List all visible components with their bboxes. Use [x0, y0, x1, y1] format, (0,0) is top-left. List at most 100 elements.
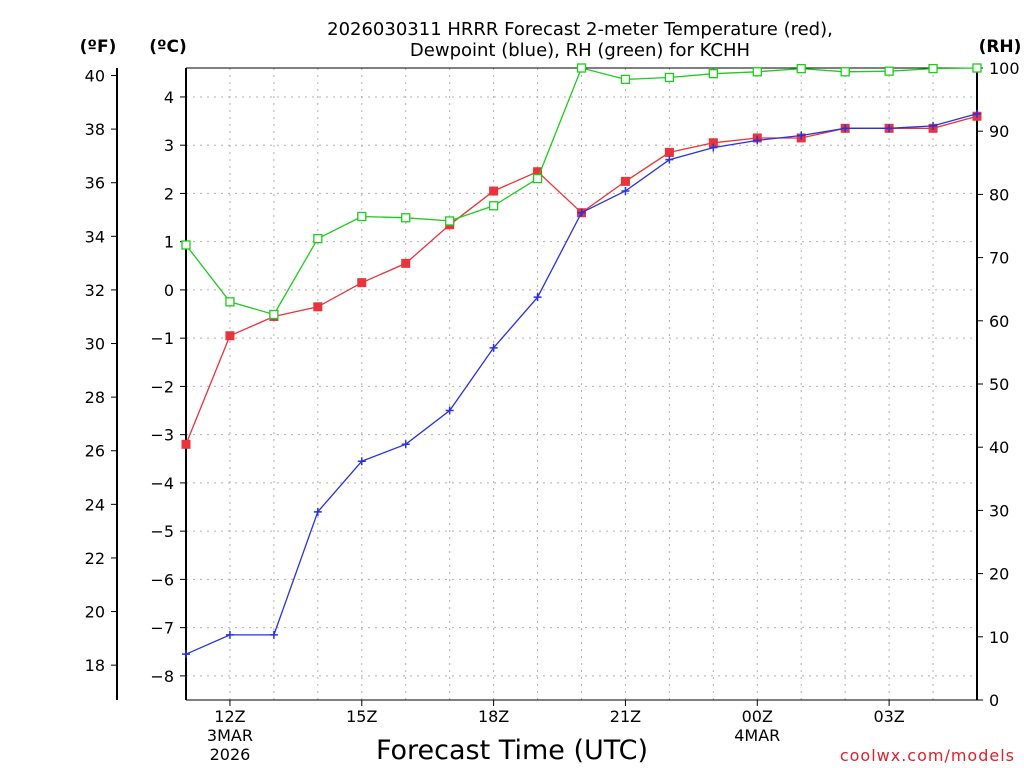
dewpoint-point	[225, 630, 234, 639]
temperature-point	[225, 331, 235, 341]
celsius-tick-label: 1	[164, 233, 174, 252]
temperature-point	[357, 278, 367, 288]
rh-point	[664, 72, 675, 83]
celsius-tick-label: −5	[150, 522, 174, 541]
celsius-tick-label: −7	[150, 619, 174, 638]
dewpoint-point	[841, 124, 850, 133]
dewpoint-point	[182, 650, 190, 659]
temperature-point	[664, 147, 674, 157]
dewpoint-point	[753, 136, 762, 145]
rh-point	[269, 309, 279, 320]
fahrenheit-tick-label: 40	[85, 67, 105, 86]
celsius-unit-label: (ºC)	[149, 37, 187, 57]
celsius-tick-label: −3	[150, 426, 174, 445]
rh-tick-label: 10	[989, 628, 1009, 647]
rh-tick-label: 50	[989, 375, 1009, 394]
dewpoint-point	[313, 507, 322, 516]
x-tick-label: 4MAR	[734, 726, 780, 745]
credit-text: coolwx.com/models	[840, 746, 1015, 765]
x-tick-label: 3MAR	[207, 726, 253, 745]
celsius-tick-label: −2	[150, 377, 174, 396]
fahrenheit-tick-label: 32	[85, 281, 105, 300]
x-tick-label: 15Z	[346, 707, 377, 726]
fahrenheit-tick-label: 18	[85, 656, 105, 675]
dewpoint-point	[973, 109, 981, 118]
celsius-tick-label: −4	[150, 474, 174, 493]
title-line-2: Dewpoint (blue), RH (green) for KCHH	[410, 40, 750, 61]
celsius-tick-label: −8	[150, 667, 174, 686]
celsius-tick-label: −1	[150, 329, 174, 348]
dewpoint-point	[885, 124, 894, 133]
rh-point	[928, 63, 938, 74]
rh-point	[840, 67, 850, 77]
temperature-point	[181, 439, 191, 449]
dewpoint-point	[665, 155, 674, 164]
series-rh	[181, 63, 982, 320]
rh-tick-label: 70	[989, 249, 1009, 268]
rh-point	[488, 201, 499, 211]
dewpoint-point	[533, 293, 542, 302]
rh-point	[620, 74, 631, 85]
fahrenheit-tick-label: 28	[85, 388, 105, 407]
rh-point	[313, 233, 323, 244]
rh-point	[401, 213, 411, 223]
celsius-tick-label: 3	[164, 136, 174, 155]
x-tick-label: 2026	[210, 745, 251, 764]
dewpoint-point	[269, 630, 278, 639]
rh-tick-label: 60	[989, 312, 1009, 331]
temperature-point	[620, 176, 630, 186]
fahrenheit-tick-label: 24	[85, 495, 105, 514]
x-tick-label: 12Z	[214, 707, 245, 726]
rh-unit-label: (RH)	[979, 37, 1022, 57]
x-tick-label: 21Z	[610, 707, 641, 726]
temperature-point	[313, 302, 323, 312]
x-tick-label: 00Z	[742, 707, 773, 726]
x-tick-label: 18Z	[478, 707, 509, 726]
fahrenheit-tick-label: 20	[85, 603, 105, 622]
rh-point	[225, 297, 235, 307]
temperature-point	[401, 258, 411, 268]
fahrenheit-tick-label: 38	[85, 120, 105, 139]
dewpoint-point	[489, 343, 498, 352]
celsius-tick-label: 4	[164, 88, 174, 107]
celsius-tick-label: 0	[164, 281, 174, 300]
rh-point	[884, 66, 894, 76]
axes: −8−7−6−5−4−3−2−1012341820222426283032343…	[85, 59, 1020, 764]
rh-point	[181, 240, 191, 250]
dewpoint-point	[709, 143, 718, 152]
dewpoint-point	[357, 457, 366, 466]
celsius-tick-label: 2	[164, 184, 174, 203]
fahrenheit-tick-label: 30	[85, 335, 105, 354]
rh-tick-label: 20	[989, 565, 1009, 584]
dewpoint-point	[445, 406, 454, 415]
rh-point	[357, 211, 367, 222]
rh-point	[576, 63, 587, 73]
grid-lines	[186, 68, 977, 700]
series-dewpoint	[182, 109, 981, 659]
rh-point	[532, 173, 543, 184]
temperature-line	[185, 115, 978, 445]
rh-point	[708, 69, 718, 79]
dewpoint-point	[577, 208, 586, 217]
rh-tick-label: 40	[989, 438, 1009, 457]
rh-point	[972, 63, 982, 73]
rh-tick-label: 80	[989, 185, 1009, 204]
fahrenheit-tick-label: 26	[85, 442, 105, 461]
x-axis-title: Forecast Time (UTC)	[376, 735, 648, 766]
fahrenheit-tick-label: 22	[85, 549, 105, 568]
data-series	[181, 63, 982, 659]
fahrenheit-tick-label: 36	[85, 174, 105, 193]
celsius-tick-label: −6	[150, 570, 174, 589]
title-line-1: 2026030311 HRRR Forecast 2-meter Tempera…	[327, 19, 833, 40]
dewpoint-point	[929, 121, 938, 130]
rh-tick-label: 90	[989, 122, 1009, 141]
rh-tick-label: 100	[989, 59, 1020, 78]
chart-title: 2026030311 HRRR Forecast 2-meter Tempera…	[327, 19, 833, 61]
x-tick-label: 03Z	[873, 707, 904, 726]
rh-tick-label: 0	[989, 691, 999, 710]
fahrenheit-unit-label: (ºF)	[80, 37, 117, 57]
rh-point	[445, 216, 455, 226]
rh-point	[796, 63, 806, 74]
dewpoint-point	[401, 440, 410, 449]
